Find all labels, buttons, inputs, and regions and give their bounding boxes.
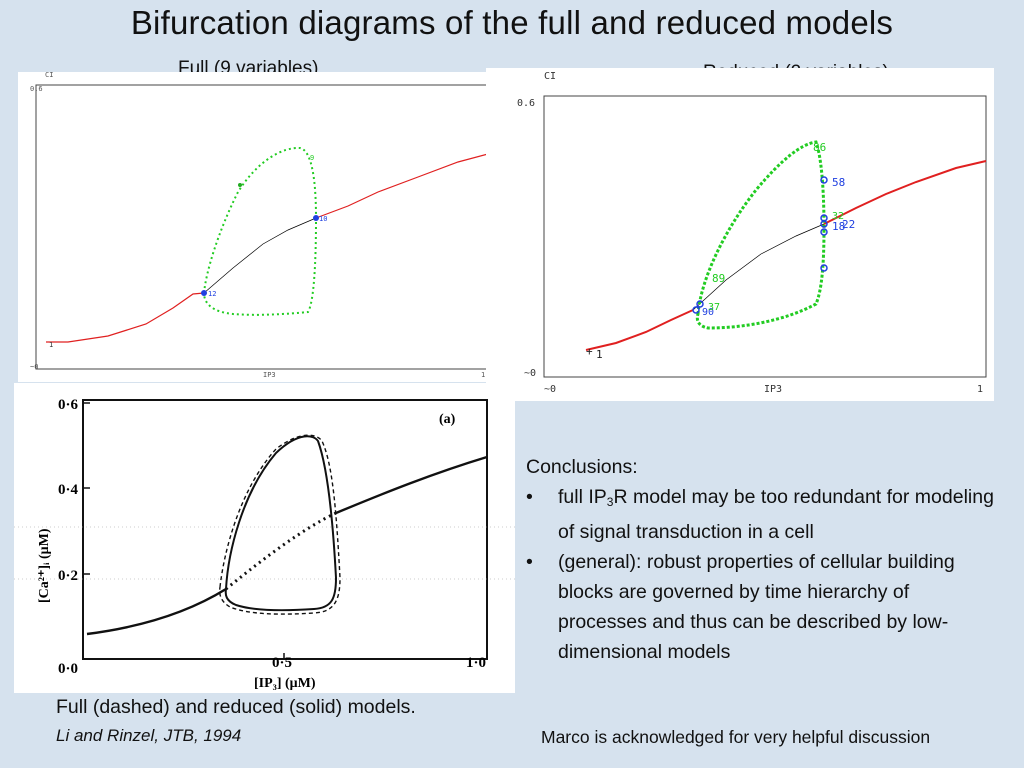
conclusion-bullet-2: • (general): robust properties of cellul… <box>526 547 996 667</box>
figure-caption: Full (dashed) and reduced (solid) models… <box>56 696 416 718</box>
reduced-y-bottom-tick: ~0 <box>524 368 536 379</box>
citation: Li and Rinzel, JTB, 1994 <box>56 726 242 745</box>
reduced-point-label-37: 37 <box>708 302 720 313</box>
full-y-bottom-tick: ~0 <box>30 363 38 371</box>
reduced-hopf-point-upper <box>820 220 828 228</box>
bullet1-subscript: 3 <box>606 495 614 509</box>
full-point-label-9: 9 <box>310 154 314 162</box>
paper-y-tick-0.6: 0·6 <box>58 397 79 413</box>
bullet1-text-part1: full IP <box>558 486 607 508</box>
reduced-x-left-tick: ~0 <box>544 384 556 395</box>
full-point-label-1: 1 <box>49 341 53 349</box>
full-y-axis-label: CI <box>45 72 53 79</box>
reduced-unstable-branch <box>692 223 825 311</box>
paper-y-tick-0.4: 0·4 <box>58 482 79 498</box>
bullet2-text: (general): robust properties of cellular… <box>558 551 955 663</box>
paper-x-axis-label: [IP₃] (μM) <box>254 676 316 691</box>
reduced-marker <box>696 300 704 308</box>
full-unstable-branch <box>203 217 317 294</box>
paper-y-tick-0.2: 0·2 <box>58 568 78 584</box>
full-x-axis-label: IP3 <box>263 371 276 379</box>
full-x-right-tick: 1 <box>481 371 485 379</box>
full-point-label-10: 10 <box>319 215 327 223</box>
reduced-point-label-90: 90 <box>702 307 714 318</box>
paper-x-tick-1.0: 1·0 <box>466 655 486 671</box>
conclusions-list: • full IP3R model may be too redundant f… <box>526 482 996 667</box>
reduced-marker <box>820 264 828 272</box>
reduced-marker <box>820 228 828 236</box>
bullet-icon: • <box>526 551 533 573</box>
conclusions-heading: Conclusions: <box>526 456 638 478</box>
reduced-y-axis-label: CI <box>544 71 556 82</box>
reduced-stable-branch-upper <box>823 160 987 225</box>
bullet-icon: • <box>526 486 533 508</box>
full-orbit-marker <box>238 183 242 187</box>
acknowledgement: Marco is acknowledged for very helpful d… <box>541 727 931 747</box>
full-stable-branch-upper <box>315 153 488 219</box>
reduced-plot-frame <box>543 95 987 378</box>
paper-orbit-reduced-solid <box>224 435 338 612</box>
reduced-point-label-1: 1 <box>596 348 603 361</box>
paper-unstable-branch <box>225 511 337 591</box>
full-model-bifurcation-plot: CI 0.6 ~0 IP3 1 9 10 12 1 <box>18 72 488 382</box>
paper-y-tick-0.0: 0·0 <box>58 661 78 677</box>
reduced-periodic-orbit <box>695 140 826 330</box>
slide-title: Bifurcation diagrams of the full and red… <box>130 4 894 41</box>
paper-plot-frame <box>82 399 488 660</box>
reduced-model-bifurcation-plot: CI 0.6 ~0 IP3 ~0 1 + 1 89 90 37 86 58 18… <box>486 68 994 401</box>
full-plot-frame <box>35 84 488 370</box>
full-hopf-point-upper <box>313 215 319 221</box>
bullet1-text-part2: R model may be too redundant for modelin… <box>558 486 994 543</box>
reduced-x-right-tick: 1 <box>977 384 983 395</box>
paper-panel-label: (a) <box>439 412 456 427</box>
reduced-point-label-86: 86 <box>813 141 826 154</box>
full-y-top-tick: 0.6 <box>30 85 43 93</box>
paper-stable-branch-upper <box>335 455 488 515</box>
reduced-point-label-18: 18 <box>832 220 845 233</box>
reduced-point-label-89: 89 <box>712 272 725 285</box>
full-point-label-12: 12 <box>208 290 216 298</box>
reduced-y-top-tick: 0.6 <box>517 98 535 109</box>
full-hopf-point-lower <box>201 290 207 296</box>
reduced-hopf-point-lower <box>692 306 700 314</box>
paper-figure-scan: 0·6 0·4 0·2 0·0 0·5 1·0 (a) [IP₃] (μM) [… <box>14 383 515 693</box>
conclusion-bullet-1: • full IP3R model may be too redundant f… <box>526 482 996 547</box>
conclusions-block: Conclusions: • full IP3R model may be to… <box>526 452 996 667</box>
reduced-stable-branch-lower <box>585 309 694 351</box>
full-stable-branch-lower <box>46 292 205 343</box>
full-periodic-orbit <box>202 146 318 316</box>
paper-y-axis-label: [Ca²⁺]ᵢ (μM) <box>37 528 52 603</box>
reduced-point-label-58: 58 <box>832 176 845 189</box>
reduced-marker <box>820 176 828 184</box>
reduced-start-marker: + <box>586 345 593 358</box>
reduced-point-label-32: 32 <box>832 211 844 222</box>
reduced-point-label-22: 22 <box>842 218 855 231</box>
paper-stable-branch-lower <box>86 587 227 636</box>
paper-orbit-full-dashed <box>219 434 341 615</box>
reduced-x-axis-label: IP3 <box>764 384 782 395</box>
paper-x-tick-0.5: 0·5 <box>272 655 292 671</box>
